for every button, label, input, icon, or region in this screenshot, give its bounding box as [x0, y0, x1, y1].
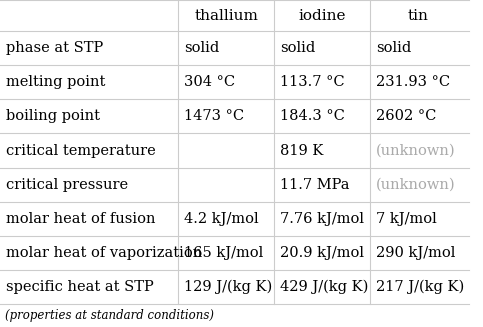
Text: critical pressure: critical pressure [6, 178, 128, 192]
Text: 20.9 kJ/mol: 20.9 kJ/mol [280, 246, 364, 260]
Text: tin: tin [408, 9, 429, 23]
Text: 1473 °C: 1473 °C [184, 110, 244, 123]
Text: (unknown): (unknown) [376, 144, 455, 158]
Text: (unknown): (unknown) [376, 178, 455, 192]
Text: phase at STP: phase at STP [6, 41, 103, 55]
Text: 231.93 °C: 231.93 °C [376, 75, 450, 89]
Text: 819 K: 819 K [280, 144, 323, 158]
Text: solid: solid [376, 41, 412, 55]
Text: 217 J/(kg K): 217 J/(kg K) [376, 280, 464, 294]
Text: 7.76 kJ/mol: 7.76 kJ/mol [280, 212, 364, 226]
Text: solid: solid [280, 41, 315, 55]
Text: solid: solid [184, 41, 219, 55]
Text: boiling point: boiling point [6, 110, 99, 123]
Text: specific heat at STP: specific heat at STP [6, 280, 154, 294]
Text: molar heat of vaporization: molar heat of vaporization [6, 246, 202, 260]
Text: 7 kJ/mol: 7 kJ/mol [376, 212, 437, 226]
Text: 184.3 °C: 184.3 °C [280, 110, 345, 123]
Text: molar heat of fusion: molar heat of fusion [6, 212, 155, 226]
Text: thallium: thallium [194, 9, 258, 23]
Text: 429 J/(kg K): 429 J/(kg K) [280, 280, 369, 294]
Text: critical temperature: critical temperature [6, 144, 156, 158]
Text: 2602 °C: 2602 °C [376, 110, 437, 123]
Text: 290 kJ/mol: 290 kJ/mol [376, 246, 455, 260]
Text: 304 °C: 304 °C [184, 75, 235, 89]
Text: (properties at standard conditions): (properties at standard conditions) [5, 309, 213, 322]
Text: 4.2 kJ/mol: 4.2 kJ/mol [184, 212, 258, 226]
Text: melting point: melting point [6, 75, 105, 89]
Text: 113.7 °C: 113.7 °C [280, 75, 344, 89]
Text: 165 kJ/mol: 165 kJ/mol [184, 246, 263, 260]
Text: 11.7 MPa: 11.7 MPa [280, 178, 349, 192]
Text: iodine: iodine [298, 9, 346, 23]
Text: 129 J/(kg K): 129 J/(kg K) [184, 280, 272, 294]
